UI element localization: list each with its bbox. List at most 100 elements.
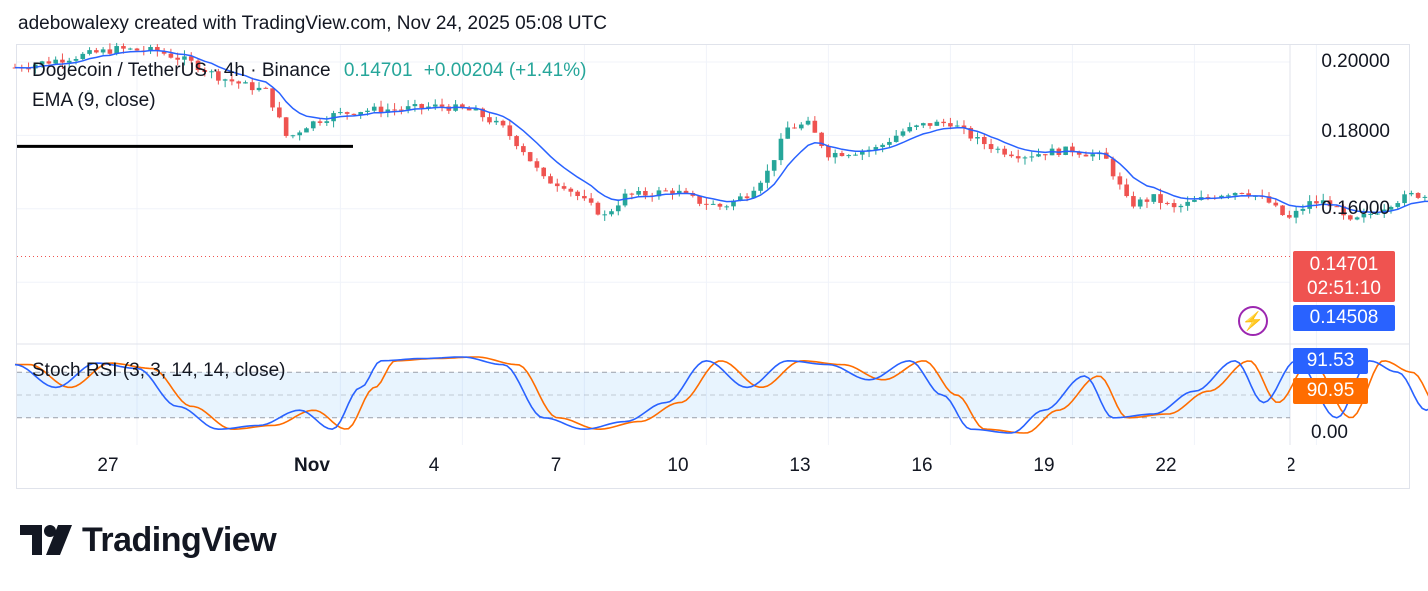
candle-body <box>1083 154 1089 157</box>
rsi-axis-label: 0.00 <box>1311 422 1348 443</box>
candle-body <box>188 56 194 61</box>
candle-body <box>324 121 330 123</box>
candle-body <box>785 127 791 139</box>
tradingview-logo[interactable]: TradingView <box>20 520 277 560</box>
candle-body <box>663 190 669 192</box>
candle-body <box>155 47 160 52</box>
candle-body <box>588 198 594 203</box>
candle-body <box>507 125 513 137</box>
candle-body <box>1361 213 1367 218</box>
candle-body <box>1273 202 1279 206</box>
time-axis-label: 13 <box>789 455 811 476</box>
candle-body <box>87 50 92 54</box>
candle-body <box>53 59 58 64</box>
lightning-bolt-icon[interactable]: ⚡ <box>1238 306 1268 336</box>
candle-body <box>1178 205 1184 208</box>
chart-frame <box>16 44 1410 489</box>
candle-body <box>412 104 418 107</box>
candle-body <box>1144 199 1150 202</box>
candle-body <box>1334 206 1340 208</box>
candle-body <box>717 203 723 207</box>
candle-body <box>1192 199 1197 202</box>
candle-body <box>1104 152 1109 159</box>
candle-body <box>317 121 323 123</box>
candle-body <box>39 61 45 65</box>
candle-body <box>493 120 499 123</box>
candle-body <box>473 108 479 111</box>
time-axis-label: 16 <box>911 455 933 476</box>
candle-body <box>670 190 675 194</box>
candle-body <box>94 50 99 53</box>
candle-body <box>1205 197 1211 199</box>
stoch-rsi-legend: Stoch RSI (3, 3, 14, 14, close) <box>32 360 286 381</box>
candle-body <box>1239 192 1245 194</box>
candle-body <box>1137 199 1143 207</box>
candle-body <box>419 104 424 108</box>
candle-body <box>676 190 682 194</box>
candle-body <box>249 82 255 91</box>
candle-body <box>487 117 492 123</box>
candle-body <box>175 57 180 60</box>
candle-body <box>161 51 167 54</box>
candle-body <box>988 144 994 150</box>
candle-body <box>914 125 919 128</box>
candle-body <box>304 128 309 133</box>
candle-body <box>1009 154 1014 157</box>
candle-body <box>73 59 79 61</box>
candle-body <box>229 79 235 82</box>
candle-body <box>1341 206 1346 216</box>
candle-body <box>819 132 824 147</box>
candle-body <box>202 70 208 72</box>
price-change: +0.00204 (+1.41%) <box>423 60 587 81</box>
candle-body <box>541 167 547 177</box>
candle-body <box>704 203 709 205</box>
candle-body <box>236 81 241 84</box>
candle-body <box>1165 202 1170 204</box>
candle-body <box>521 146 526 153</box>
candle-body <box>270 88 275 108</box>
time-axis-label: 7 <box>550 455 562 476</box>
candle-body <box>365 110 370 113</box>
countdown-timer: 02:51:10 <box>1307 278 1381 299</box>
candle-body <box>1266 196 1272 203</box>
candle-body <box>954 125 960 127</box>
candle-body <box>290 135 296 137</box>
candle-body <box>358 112 363 115</box>
candle-body <box>182 56 187 60</box>
candle-body <box>1117 176 1123 185</box>
candle-body <box>636 191 641 195</box>
candle-body <box>405 106 411 110</box>
candle-body <box>1246 193 1251 197</box>
candle-body <box>1320 200 1326 204</box>
last-price-tag-value: 0.14701 <box>1309 254 1379 275</box>
candle-body <box>873 147 879 150</box>
candle-body <box>1171 203 1177 208</box>
candle-body <box>466 108 472 111</box>
candle-body <box>1124 184 1129 197</box>
chart-attribution: adebowalexy created with TradingView.com… <box>18 13 607 34</box>
candle-body <box>982 137 987 145</box>
candle-body <box>1409 192 1414 195</box>
ema-legend: EMA (9, close) <box>32 90 156 111</box>
candle-body <box>568 188 574 192</box>
candle-body <box>1388 206 1394 210</box>
candle-body <box>792 127 797 129</box>
time-axis-label: 4 <box>428 455 440 476</box>
candle-body <box>351 113 357 115</box>
candle-body <box>798 124 804 129</box>
candle-body <box>595 202 601 215</box>
candle-body <box>765 170 770 183</box>
candle-body <box>277 107 282 118</box>
price-axis-label: 0.16000 <box>1321 198 1390 219</box>
candle-body <box>338 112 343 114</box>
candle-body <box>107 49 113 54</box>
candle-body <box>554 183 560 187</box>
candle-body <box>1348 215 1353 220</box>
candle-body <box>853 154 858 156</box>
candle-body <box>548 176 553 184</box>
candle-body <box>399 109 404 111</box>
candle-body <box>297 132 302 136</box>
candle-body <box>731 200 736 207</box>
candle-body <box>263 87 269 89</box>
